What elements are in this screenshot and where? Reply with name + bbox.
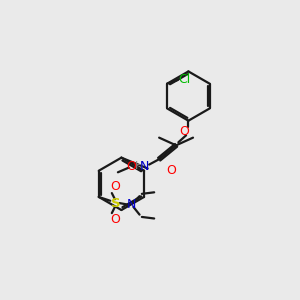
Text: O: O bbox=[110, 213, 120, 226]
Text: O: O bbox=[126, 160, 136, 173]
Text: N: N bbox=[126, 198, 136, 211]
Text: S: S bbox=[111, 196, 121, 210]
Text: O: O bbox=[110, 180, 120, 194]
Text: H: H bbox=[135, 161, 144, 171]
Text: O: O bbox=[166, 164, 176, 177]
Text: Cl: Cl bbox=[178, 73, 190, 85]
Text: N: N bbox=[140, 160, 149, 172]
Text: O: O bbox=[180, 125, 190, 138]
